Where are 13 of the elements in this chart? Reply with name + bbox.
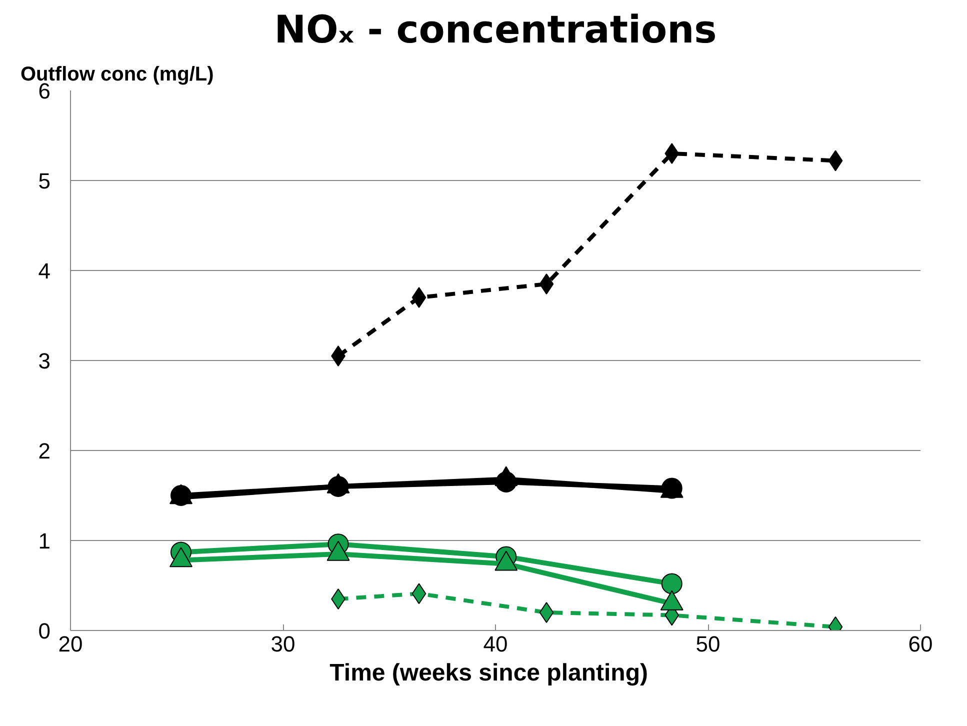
x-tick-label: 50	[696, 632, 720, 656]
x-tick-label: 20	[58, 632, 83, 656]
x-tick-label: 40	[483, 632, 508, 656]
x-axis-title: Time (weeks since planting)	[330, 660, 648, 686]
y-tick-label: 4	[38, 258, 51, 284]
y-tick-label: 5	[38, 168, 51, 194]
x-tick-label: 60	[908, 632, 933, 656]
y-tick-label: 2	[38, 438, 51, 464]
y-tick-label: 1	[38, 528, 51, 554]
y-tick-label: 3	[38, 348, 51, 374]
y-tick-label: 0	[38, 618, 51, 644]
chart-title: NOₓ - concentrations	[274, 8, 717, 52]
x-tick-label: 30	[270, 632, 296, 656]
